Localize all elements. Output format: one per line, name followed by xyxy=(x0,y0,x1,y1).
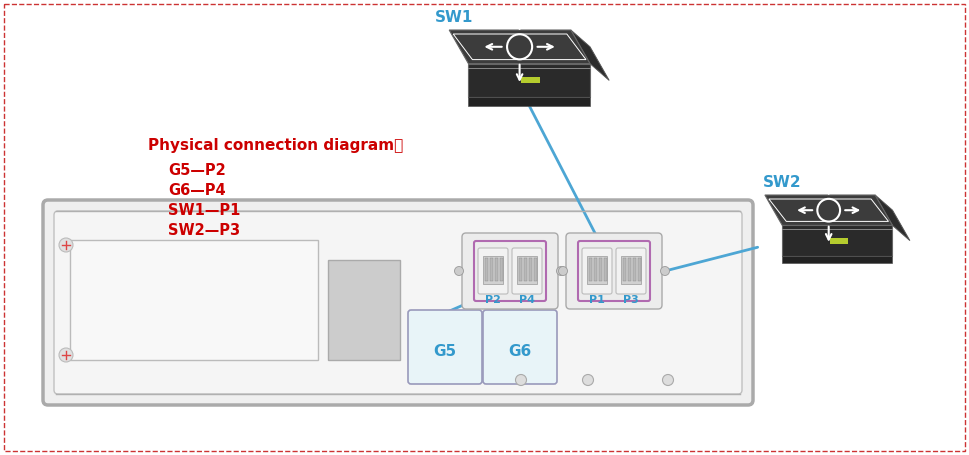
Circle shape xyxy=(556,267,566,275)
FancyBboxPatch shape xyxy=(408,310,482,384)
Bar xyxy=(483,256,503,284)
Bar xyxy=(485,258,488,281)
FancyBboxPatch shape xyxy=(462,233,558,309)
Polygon shape xyxy=(450,30,590,64)
Bar xyxy=(604,258,607,281)
Bar xyxy=(628,258,631,281)
Text: P1: P1 xyxy=(589,295,605,305)
Bar xyxy=(70,240,318,360)
FancyBboxPatch shape xyxy=(582,248,612,294)
Circle shape xyxy=(454,267,463,275)
FancyBboxPatch shape xyxy=(54,211,742,394)
Text: G5: G5 xyxy=(433,344,456,359)
Bar xyxy=(490,258,493,281)
Text: SW1—P1: SW1—P1 xyxy=(168,203,240,218)
Bar xyxy=(500,258,503,281)
FancyBboxPatch shape xyxy=(616,248,646,294)
Bar xyxy=(589,258,592,281)
FancyBboxPatch shape xyxy=(566,233,662,309)
Bar xyxy=(534,258,537,281)
Bar xyxy=(594,258,597,281)
Bar xyxy=(599,258,602,281)
Text: P2: P2 xyxy=(485,295,501,305)
Circle shape xyxy=(582,374,593,385)
Bar xyxy=(517,256,537,284)
Circle shape xyxy=(516,374,526,385)
Bar xyxy=(495,258,498,281)
Polygon shape xyxy=(875,195,910,241)
Bar xyxy=(633,258,636,281)
Bar xyxy=(830,238,848,243)
Bar xyxy=(521,77,541,83)
Bar xyxy=(587,256,607,284)
Text: P3: P3 xyxy=(623,295,639,305)
FancyBboxPatch shape xyxy=(512,248,542,294)
Circle shape xyxy=(558,267,568,275)
Polygon shape xyxy=(782,256,892,263)
Circle shape xyxy=(663,374,673,385)
Text: SW2—P3: SW2—P3 xyxy=(168,223,240,238)
Text: G6: G6 xyxy=(509,344,532,359)
Bar xyxy=(638,258,641,281)
Circle shape xyxy=(59,348,73,362)
Text: G6—P4: G6—P4 xyxy=(168,183,226,198)
Polygon shape xyxy=(571,30,610,81)
Bar xyxy=(623,258,626,281)
Text: SW2: SW2 xyxy=(763,175,801,190)
Bar xyxy=(524,258,527,281)
Bar xyxy=(529,258,532,281)
Polygon shape xyxy=(765,195,892,225)
FancyBboxPatch shape xyxy=(478,248,508,294)
Polygon shape xyxy=(782,225,892,256)
Text: Physical connection diagram：: Physical connection diagram： xyxy=(148,138,403,153)
FancyBboxPatch shape xyxy=(43,200,753,405)
Polygon shape xyxy=(468,64,590,97)
FancyBboxPatch shape xyxy=(483,310,557,384)
Text: P4: P4 xyxy=(519,295,535,305)
Circle shape xyxy=(661,267,670,275)
Polygon shape xyxy=(468,97,590,106)
Bar xyxy=(519,258,522,281)
Circle shape xyxy=(59,238,73,252)
Bar xyxy=(621,256,641,284)
Bar xyxy=(328,260,400,360)
Text: G5—P2: G5—P2 xyxy=(168,163,226,178)
Text: SW1: SW1 xyxy=(435,10,474,25)
